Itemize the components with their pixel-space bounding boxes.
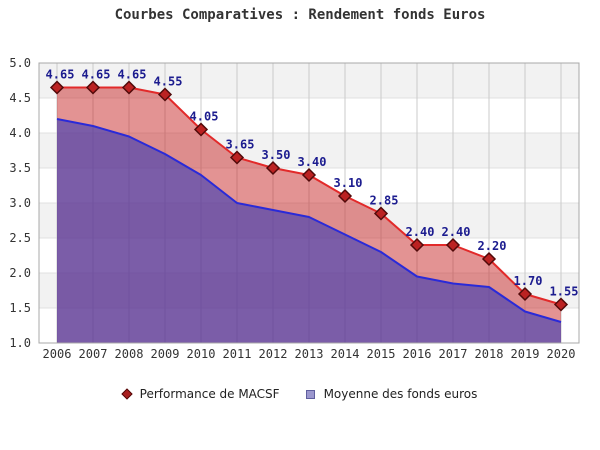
y-axis-label: 4.5: [9, 91, 31, 105]
legend-item-macsf: Performance de MACSF: [120, 387, 280, 401]
x-axis-label: 2007: [79, 347, 108, 361]
data-point-marker: [373, 206, 389, 221]
x-axis-label: 2016: [403, 347, 432, 361]
data-point-label: 4.65: [46, 68, 75, 82]
data-point-marker: [481, 251, 497, 267]
chart-canvas: 4.65 4.65 4.65 4.55 4.05 3.65 3.50 3.40 3.10 2.85…: [9, 56, 580, 361]
legend: Performance de MACSF Moyenne des fonds e…: [0, 387, 600, 401]
data-point-label: 4.05: [190, 110, 219, 124]
data-point-marker: [121, 80, 137, 95]
line-moyenne: [56, 118, 562, 323]
y-axis-label: 1.0: [9, 336, 31, 350]
data-point-label: 3.50: [262, 148, 291, 162]
y-axis-label: 2.0: [9, 266, 31, 280]
data-point-marker: [301, 167, 317, 183]
data-point-label: 4.65: [118, 68, 147, 82]
data-point-label: 1.70: [514, 274, 543, 288]
x-axis-label: 2019: [511, 347, 540, 361]
data-point-label: 4.65: [82, 68, 111, 82]
x-axis-label: 2015: [367, 347, 396, 361]
data-point-marker: [265, 160, 281, 176]
y-axis-label: 3.5: [9, 161, 31, 175]
data-point-label: 3.40: [298, 155, 327, 169]
x-axis-label: 2017: [439, 347, 468, 361]
data-point-label: 3.65: [226, 138, 255, 152]
data-point-marker: [517, 286, 533, 302]
data-point-marker: [193, 122, 209, 137]
x-axis-label: 2012: [259, 347, 288, 361]
data-point-marker: [157, 87, 173, 102]
data-point-label: 3.10: [334, 176, 363, 190]
data-point-marker: [409, 237, 425, 253]
x-axis-label: 2008: [115, 347, 144, 361]
x-axis-label: 2009: [151, 347, 180, 361]
y-axis-label: 2.5: [9, 231, 31, 245]
y-axis-label: 1.5: [9, 301, 31, 315]
x-axis-label: 2018: [475, 347, 504, 361]
chart-title: Courbes Comparatives : Rendement fonds E…: [114, 7, 486, 23]
legend-label-moyenne: Moyenne des fonds euros: [323, 387, 478, 401]
x-axis-label: 2013: [295, 347, 324, 361]
data-point-label: 2.20: [478, 239, 507, 253]
data-point-label: 4.55: [154, 75, 183, 89]
y-axis-label: 5.0: [9, 56, 31, 70]
x-axis-label: 2014: [331, 347, 360, 361]
x-axis-label: 2011: [223, 347, 252, 361]
legend-item-moyenne: Moyenne des fonds euros: [305, 387, 478, 401]
data-point-label: 1.55: [550, 285, 579, 299]
legend-label-macsf: Performance de MACSF: [139, 387, 280, 401]
diamond-legend-icon: [120, 388, 133, 400]
area-moyenne: [57, 119, 561, 343]
x-axis-label: 2010: [187, 347, 216, 361]
data-point-marker: [49, 80, 65, 95]
x-axis-label: 2006: [43, 347, 72, 361]
data-point-marker: [229, 150, 245, 165]
data-point-marker: [445, 237, 461, 253]
y-axis-label: 3.0: [9, 196, 31, 210]
data-point-marker: [553, 297, 569, 312]
plot-border: [38, 62, 580, 344]
y-axis-label: 4.0: [9, 126, 31, 140]
data-point-label: 2.40: [406, 225, 435, 239]
data-point-label: 2.85: [370, 194, 399, 208]
x-axis-label: 2020: [547, 347, 576, 361]
data-point-marker: [85, 80, 101, 95]
data-point-marker: [337, 188, 353, 204]
square-legend-icon: [305, 389, 315, 399]
data-point-label: 2.40: [442, 225, 471, 239]
